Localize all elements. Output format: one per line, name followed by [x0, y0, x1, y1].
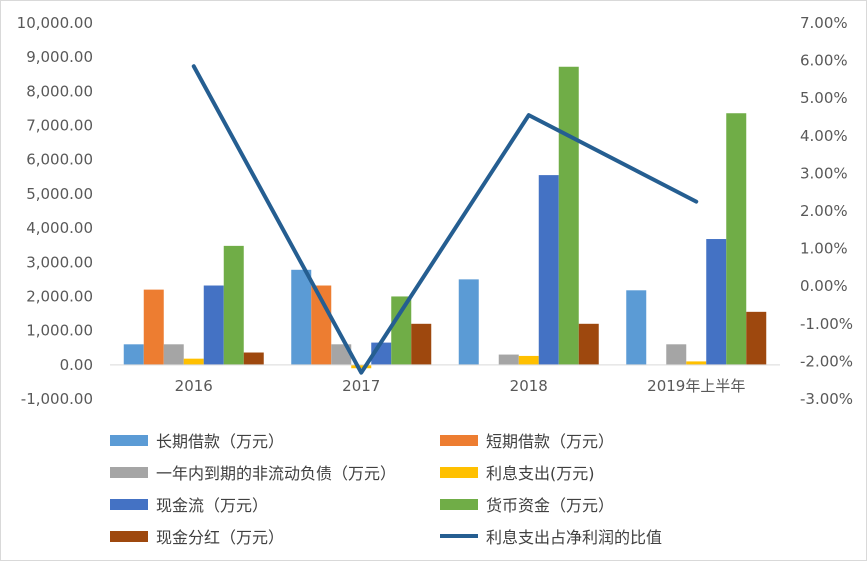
- category-label: 2018: [510, 377, 548, 395]
- bar: [558, 66, 579, 365]
- bar: [518, 355, 539, 365]
- left-axis-tick-label: 8,000.00: [26, 82, 93, 100]
- left-axis-tick-label: 2,000.00: [26, 287, 93, 305]
- right-axis-tick-label: -3.00%: [800, 390, 853, 408]
- bar: [706, 239, 727, 365]
- bar: [183, 358, 204, 365]
- bar: [351, 364, 372, 369]
- bar: [538, 175, 559, 365]
- bar: [391, 296, 412, 365]
- right-axis-tick-label: 5.00%: [800, 89, 848, 107]
- right-axis-tick-label: 2.00%: [800, 202, 848, 220]
- left-axis-tick-label: -1,000.00: [21, 390, 93, 408]
- left-axis-tick-label: 0.00: [60, 356, 93, 374]
- left-axis-tick-label: 1,000.00: [26, 322, 93, 340]
- category-label: 2017: [342, 377, 380, 395]
- bar: [203, 285, 224, 365]
- bar: [498, 354, 519, 365]
- bar: [666, 344, 687, 365]
- bar: [243, 352, 264, 365]
- left-axis-tick-label: 4,000.00: [26, 219, 93, 237]
- bar: [123, 344, 144, 365]
- right-axis-tick-label: -2.00%: [800, 352, 853, 370]
- bar: [578, 323, 599, 365]
- category-label: 2016: [175, 377, 213, 395]
- bar: [746, 311, 767, 365]
- left-axis-tick-label: 7,000.00: [26, 117, 93, 135]
- right-axis-tick-label: 7.00%: [800, 14, 848, 32]
- left-axis-tick-label: 5,000.00: [26, 185, 93, 203]
- left-axis-tick-label: 6,000.00: [26, 151, 93, 169]
- right-axis-tick-label: 6.00%: [800, 52, 848, 70]
- right-axis-tick-label: 0.00%: [800, 277, 848, 295]
- bar: [331, 344, 352, 365]
- bar: [626, 290, 647, 365]
- left-axis-tick-label: 10,000.00: [17, 14, 93, 32]
- right-axis-tick-label: 3.00%: [800, 164, 848, 182]
- bar: [291, 269, 312, 365]
- bar: [223, 245, 244, 365]
- bar: [163, 344, 184, 365]
- bar: [458, 279, 479, 365]
- bar: [411, 323, 432, 365]
- line-series: [191, 64, 699, 375]
- bar: [726, 113, 747, 365]
- left-axis-tick-label: 3,000.00: [26, 253, 93, 271]
- bar: [686, 361, 707, 365]
- right-axis-tick-label: -1.00%: [800, 315, 853, 333]
- bar: [143, 289, 164, 365]
- right-axis-tick-label: 4.00%: [800, 127, 848, 145]
- right-axis-tick-label: 1.00%: [800, 240, 848, 258]
- category-label: 2019年上半年: [647, 377, 745, 395]
- left-axis-tick-label: 9,000.00: [26, 48, 93, 66]
